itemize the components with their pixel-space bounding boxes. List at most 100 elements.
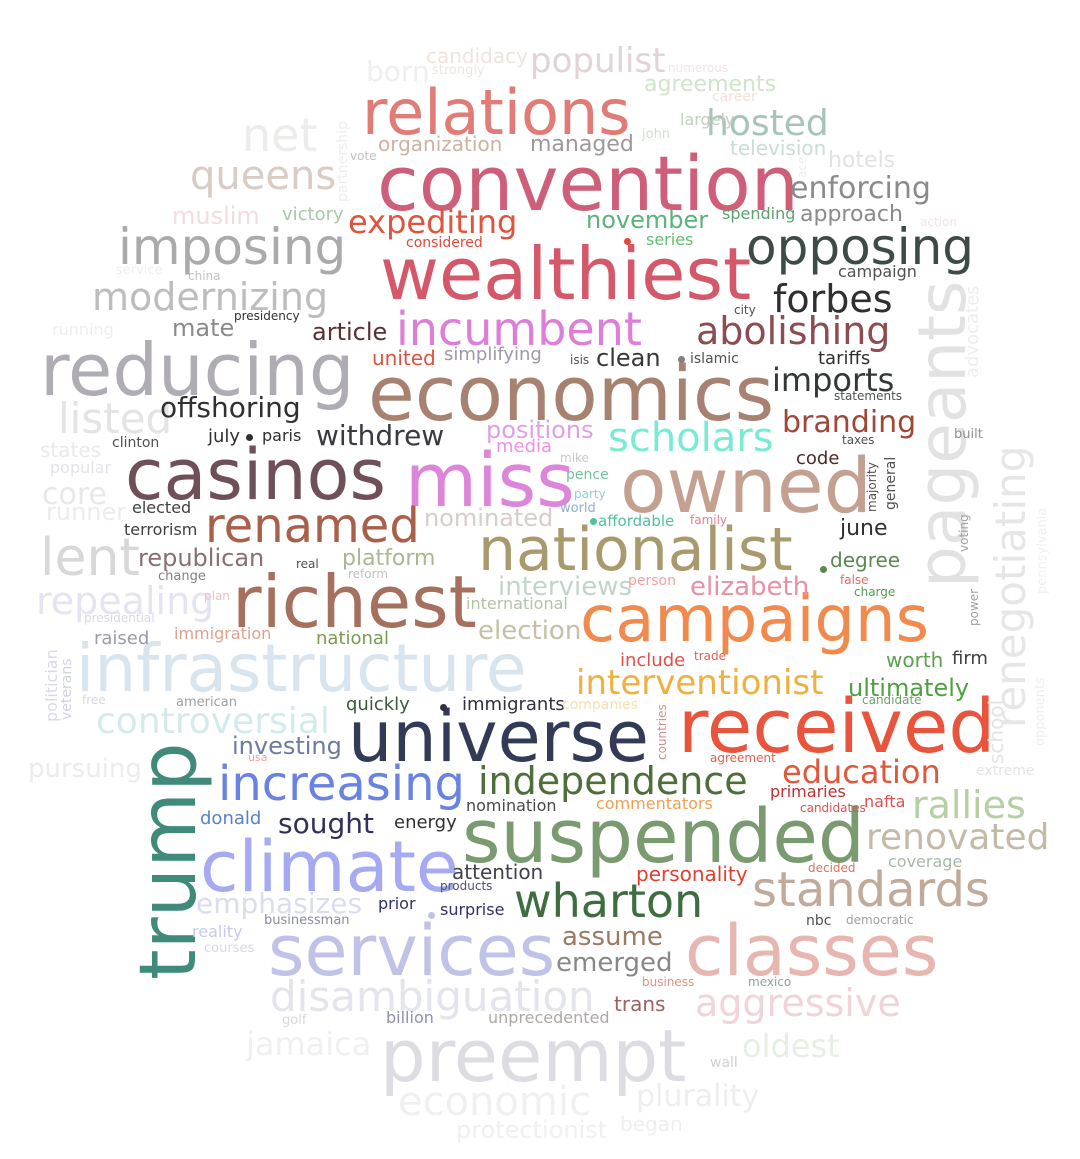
word-partnership: partnership: [335, 121, 351, 202]
word-television: television: [730, 136, 827, 160]
word-pennsylvania: pennsylvania: [1035, 507, 1050, 594]
word-nafta: nafta: [864, 792, 906, 811]
word-service: service: [116, 263, 163, 278]
word-career: career: [712, 89, 757, 105]
word-companies: companies: [562, 697, 639, 713]
word-miss: miss: [405, 438, 575, 524]
word-courses: courses: [204, 941, 255, 956]
word-emerged: emerged: [556, 948, 673, 978]
word-mike: mike: [560, 451, 589, 465]
word-jamaica: jamaica: [246, 1025, 372, 1063]
word-plurality: plurality: [636, 1079, 760, 1114]
word-pence: pence: [566, 467, 609, 483]
word-protectionist: protectionist: [456, 1116, 608, 1144]
word-mexico: mexico: [748, 975, 792, 989]
word-nomination: nomination: [466, 796, 557, 815]
word-controversial: controversial: [96, 701, 330, 742]
word-richest: richest: [232, 560, 477, 644]
word-infrastructure: infrastructure: [76, 630, 527, 707]
word-built: built: [954, 427, 983, 442]
word-family: family: [690, 513, 728, 527]
word-imports: imports: [772, 361, 895, 399]
word-spending: spending: [722, 204, 796, 223]
word-presidential: presidential: [84, 611, 155, 625]
word-sought: sought: [278, 807, 374, 840]
word-july: july: [208, 426, 241, 447]
word-ace: ace: [795, 156, 809, 178]
word-emphasizes: emphasizes: [196, 887, 363, 920]
word-muslim: muslim: [172, 202, 260, 230]
word-charge: charge: [854, 585, 896, 599]
word-positions: positions: [486, 416, 594, 444]
word-veterans: veterans: [59, 658, 75, 720]
word-candidate: candidate: [862, 693, 922, 707]
word-china: china: [188, 269, 221, 283]
word-populist: populist: [530, 41, 666, 81]
word-managed: managed: [530, 132, 634, 157]
word-city: city: [734, 303, 756, 317]
word-extreme: extreme: [976, 763, 1035, 779]
word-enforcing: enforcing: [790, 171, 931, 206]
word-businessman: businessman: [264, 913, 350, 928]
word-nationalist: nationalist: [478, 515, 793, 585]
word-immigrants: immigrants: [462, 694, 565, 715]
word-democratic: democratic: [846, 913, 914, 927]
word-attention: attention: [452, 860, 544, 884]
word-ultimately: ultimately: [848, 674, 970, 702]
word-repealing: repealing: [36, 579, 215, 623]
word-vote: vote: [350, 149, 377, 163]
word-numerous: numerous: [668, 61, 729, 75]
word-abolishing: abolishing: [696, 309, 891, 353]
word-american: american: [176, 695, 237, 710]
word-candidacy: candidacy: [426, 44, 528, 68]
word-party: party: [574, 487, 606, 501]
word-energy: energy: [394, 812, 457, 833]
word-education: education: [782, 753, 941, 791]
word-include: include: [620, 650, 686, 671]
word-scholars: scholars: [608, 415, 774, 461]
word-received: received: [678, 684, 996, 770]
word-economics: economics: [368, 349, 775, 438]
word-wall: wall: [710, 1055, 738, 1071]
word-queens: queens: [190, 153, 337, 199]
word-article: article: [312, 318, 388, 346]
word-states: states: [40, 438, 102, 462]
word-series: series: [646, 230, 694, 249]
word-nbc: nbc: [806, 913, 832, 929]
word-simplifying: simplifying: [444, 344, 542, 365]
word-elected: elected: [132, 498, 192, 517]
word-wealthiest: wealthiest: [380, 232, 752, 316]
word-worth: worth: [886, 648, 944, 672]
word-november: november: [586, 206, 709, 234]
word-branding: branding: [782, 405, 917, 440]
word-tariffs: tariffs: [818, 348, 871, 369]
word-core: core: [42, 477, 107, 512]
word-code: code: [796, 448, 840, 469]
word-assume: assume: [562, 922, 663, 952]
word-largely: largely: [680, 110, 735, 129]
word-coverage: coverage: [888, 852, 963, 871]
word-plan: plan: [204, 589, 230, 603]
word-forbes: forbes: [773, 277, 893, 321]
word-victory: victory: [282, 204, 344, 225]
word-majority: majority: [865, 462, 879, 512]
word-donald: donald: [200, 808, 262, 829]
word-reality: reality: [192, 922, 243, 941]
word-advocates: advocates: [962, 285, 983, 378]
word-world: world: [560, 501, 596, 516]
word-golf: golf: [282, 1013, 307, 1028]
word-opponents: opponents: [1033, 677, 1048, 746]
word-suspended: suspended: [462, 794, 865, 880]
word-considered: considered: [406, 235, 483, 251]
word-modernizing: modernizing: [92, 275, 329, 319]
word-convention: convention: [377, 139, 799, 228]
word-business: business: [642, 975, 695, 989]
word-united: united: [372, 346, 436, 370]
word-economic: economic: [398, 1079, 591, 1125]
word-agreement: agreement: [710, 751, 776, 765]
word-politician: politician: [42, 649, 61, 722]
word-withdrew: withdrew: [316, 419, 445, 452]
word-islamic: islamic: [690, 351, 739, 367]
dot-marker: [428, 912, 435, 919]
dot-marker: [246, 434, 253, 441]
